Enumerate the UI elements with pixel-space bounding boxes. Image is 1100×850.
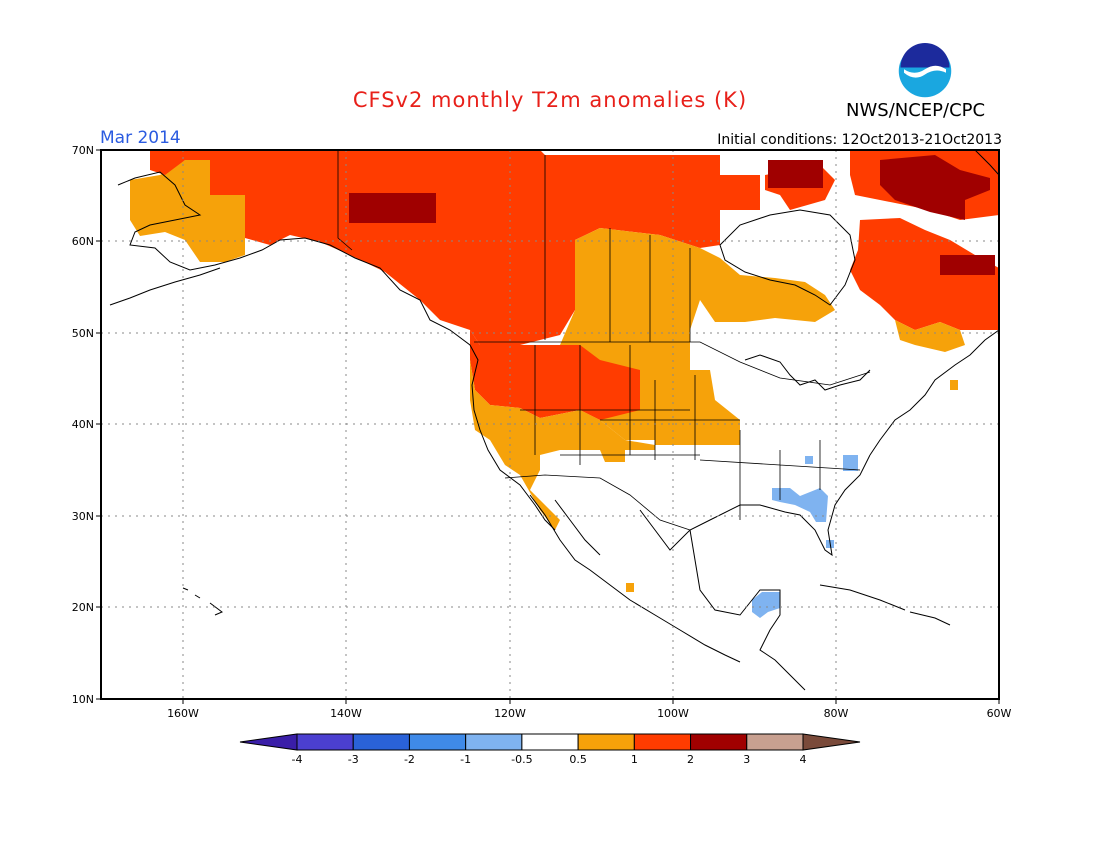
coastlines [109,150,999,691]
legend-swatch [408,733,467,751]
anomaly-region-yukon-core [349,193,436,223]
coastline-hispaniola [909,611,951,626]
forecast-month: Mar 2014 [100,128,181,148]
legend-swatch [577,733,635,751]
coastline-east [869,329,999,456]
legend-swatch [352,733,410,751]
anomaly-region-arctic-core [768,160,823,188]
legend-arrow-high [802,733,861,751]
anomaly-spot-virginia [805,456,813,464]
legend-tick-label: -3 [348,753,359,766]
anomaly-field [130,150,999,618]
lon-label-160w: 160W [167,707,199,720]
lon-label-140w: 140W [330,707,362,720]
agency-label: NWS/NCEP/CPC [846,100,986,121]
lat-label-40n: 40N [72,418,94,431]
legend-swatch [633,733,692,751]
initial-conditions: Initial conditions: 12Oct2013-21Oct2013 [717,132,1002,148]
border-states [520,345,861,520]
coastline-hawaii [182,587,223,616]
legend-tick-label: -2 [404,753,415,766]
lat-label-30n: 30N [72,510,94,523]
anomaly-region-quebec [850,218,999,330]
anomaly-region-southeast-us [772,488,828,522]
axis-ticks [96,149,1000,704]
lon-label-120w: 120W [494,707,526,720]
legend-tick-label: -1 [460,753,471,766]
legend-tick-label: 2 [687,753,694,766]
legend-swatch [465,733,523,751]
border-us-canada [474,341,871,386]
lon-label-80w: 80W [824,707,849,720]
color-legend: -4 -3 -2 -1 -0.5 0.5 1 2 3 4 [239,733,861,766]
lon-label-60w: 60W [987,707,1012,720]
legend-swatch [690,733,748,751]
anomaly-region-baffin-core [880,155,990,220]
legend-arrow-low [239,733,298,751]
anomaly-spot-carolinas [843,455,858,471]
legend-swatch [521,733,579,751]
coastline-gulf [639,454,871,557]
legend-swatch [296,733,354,751]
borders [337,150,871,531]
coastline-cuba [819,584,906,611]
coastline-mexico-east [689,529,806,691]
border-us-mexico [504,474,691,531]
lon-label-100w: 100W [657,707,689,720]
legend-tick-label: 0.5 [569,753,587,766]
border-canada-provinces [544,155,691,342]
lat-label-60n: 60N [72,235,94,248]
lat-labels: 70N 60N 50N 40N 30N 20N 10N [72,144,94,706]
lat-label-50n: 50N [72,327,94,340]
legend-swatch [746,733,804,751]
anomaly-region-labrador-core [940,255,995,275]
coastline-gulf-of-california [554,499,601,556]
anomaly-region-alaska-west [130,158,245,262]
anomaly-region-nw-canada [150,150,760,345]
coastline-alaska [117,171,556,531]
legend-tick-label: -4 [292,753,303,766]
legend-tick-label: 3 [743,753,750,766]
lat-label-70n: 70N [72,144,94,157]
anomaly-region-western-us [470,360,655,530]
legend-tick-label: 4 [800,753,807,766]
anomaly-region-yucatan [752,592,780,618]
coastline-aleutians [109,267,221,306]
coastline-greenland [974,150,999,176]
lon-labels: 160W 140W 120W 100W 80W 60W [167,707,1011,720]
lat-label-10n: 10N [72,693,94,706]
coastline-hudson-bay [719,209,856,306]
anomaly-region-northern-rockies [470,330,640,420]
legend-tick-label: 1 [631,753,638,766]
chart-title: CFSv2 monthly T2m anomalies (K) [352,88,748,112]
border-alaska-canada [337,150,353,251]
noaa-logo [898,43,952,98]
anomaly-spot-newfoundland [950,380,958,390]
gridlines [101,150,999,699]
lat-label-20n: 20N [72,601,94,614]
anomaly-region-labrador-east [895,320,965,352]
legend-tick-label: -0.5 [511,753,532,766]
anomaly-spot-mexico [626,583,634,592]
coastline-baja [529,494,741,663]
great-lakes [744,354,871,391]
